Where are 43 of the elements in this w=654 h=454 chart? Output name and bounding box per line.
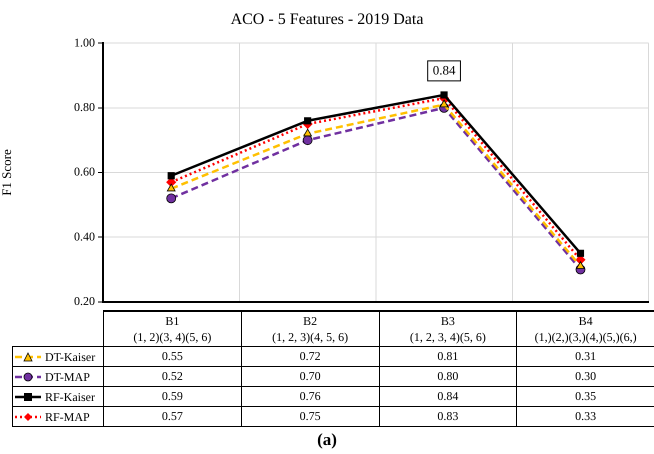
y-tick-label: 0.40 [74, 229, 95, 244]
point [440, 100, 448, 108]
data-label: 0.70 [241, 366, 379, 386]
x-tick-label: B4 (1,)(2,)(3,)(4,)(5,)(6,) [516, 311, 654, 346]
chart-title: ACO - 5 Features - 2019 Data [230, 10, 424, 28]
data-label: 0.33 [516, 406, 654, 426]
point [168, 172, 175, 180]
legend-label: RF-Kaiser [45, 389, 95, 404]
data-label: 0.59 [104, 386, 242, 406]
y-tick-label: 0.20 [74, 294, 95, 308]
data-label: 0.55 [104, 346, 242, 366]
point [576, 250, 584, 257]
data-label: 0.75 [241, 406, 379, 426]
y-tick-label: 0.60 [74, 164, 95, 179]
point [166, 184, 176, 192]
x-tick-label: B2 (1, 2, 3)(4, 5, 6) [241, 311, 379, 346]
point [166, 193, 176, 204]
data-label: 0.84 [379, 386, 517, 406]
data-label: 0.52 [104, 366, 242, 386]
y-tick-label: 0.80 [74, 100, 95, 114]
data-label: 0.31 [516, 346, 654, 366]
point [576, 261, 585, 269]
data-label: 0.72 [241, 346, 379, 366]
point [304, 117, 312, 124]
y-axis-title: F1 Score [0, 148, 14, 196]
legend-label: RF-MAP [45, 409, 90, 424]
annotation: 0.84 [432, 62, 456, 78]
data-label: 0.57 [104, 406, 242, 426]
text: (a) [316, 430, 338, 450]
data-label: 0.81 [379, 346, 517, 366]
data-label: 0.76 [241, 386, 379, 406]
x-tick-label: B3 (1, 2, 3, 4)(5, 6) [379, 311, 517, 346]
point [302, 135, 313, 146]
data-label: 0.30 [516, 366, 654, 386]
data-label: 0.83 [379, 406, 517, 426]
legend-label: DT-MAP [45, 369, 90, 384]
point [440, 91, 448, 98]
data-label: 0.35 [516, 386, 654, 406]
y-tick-label: 1.00 [74, 35, 95, 50]
data-label: 0.80 [379, 366, 517, 386]
point [303, 128, 312, 136]
legend-label: DT-Kaiser [45, 349, 96, 364]
x-tick-label: B1 (1, 2)(3, 4)(5, 6) [104, 311, 242, 346]
